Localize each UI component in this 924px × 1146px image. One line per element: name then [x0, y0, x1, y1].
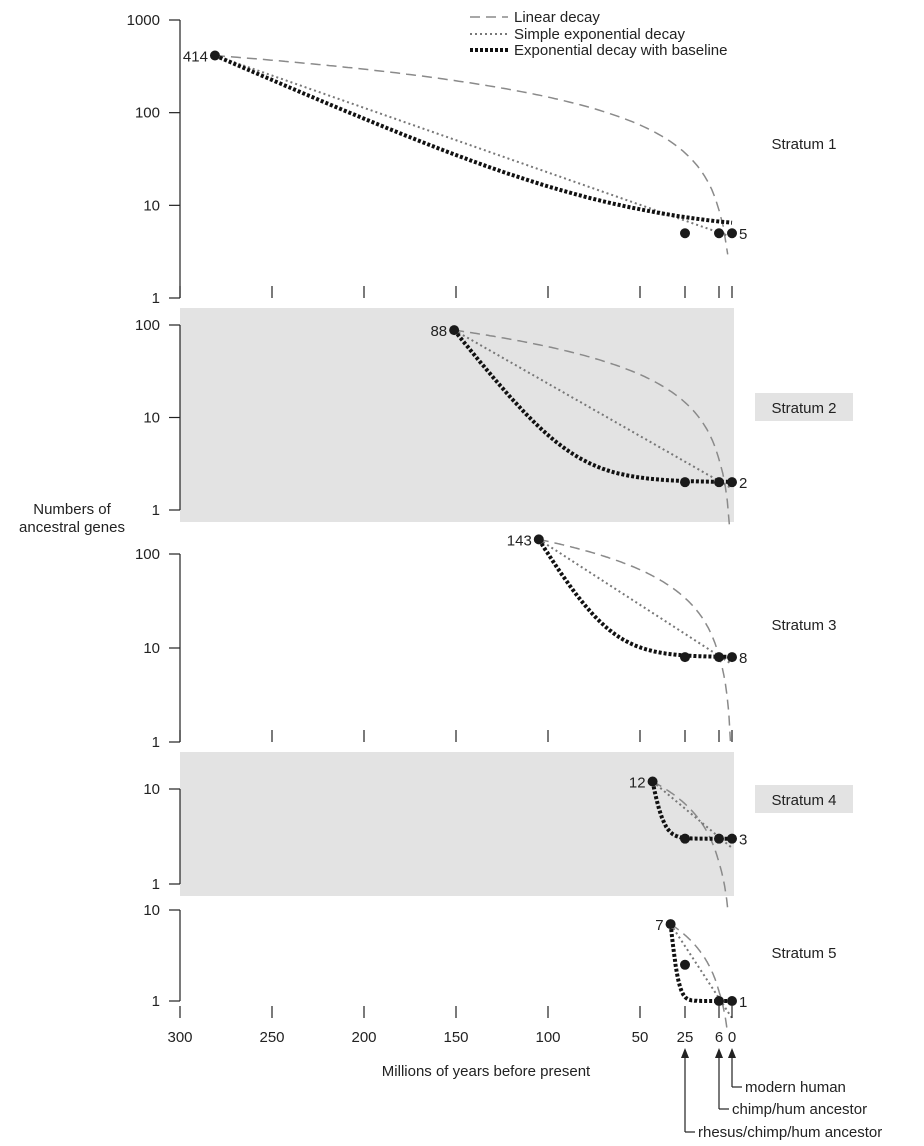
y-axis-title-line2: ancestral genes	[19, 519, 125, 536]
stratum-5-exp-baseline-decay-line	[668, 923, 732, 1003]
stratum-5-end-value-label: 1	[739, 994, 747, 1011]
stratum-4-point-3	[727, 833, 737, 844]
decay-curves-layer	[214, 53, 733, 1029]
y-axes-layer: 1 10 100 1000 1 10 100 1 10 100 1 10 1 10	[127, 12, 733, 1010]
legend: Linear decay Simple exponential decay Ex…	[470, 9, 727, 59]
stratum-5-linear-decay-line	[670, 923, 728, 1029]
stratum-1-point-2	[714, 228, 724, 239]
x-tick-label-6: 6	[715, 1029, 723, 1046]
stratum-3-linear-decay-line	[538, 538, 732, 742]
stratum-2-point-1	[680, 477, 690, 488]
stratum-2-point-3	[727, 477, 737, 488]
stratum-2-label-box	[755, 393, 853, 421]
stratum-1-y-tick-label-1000: 1000	[127, 12, 160, 29]
stratum-1-label: Stratum 1	[771, 136, 836, 153]
stratum-4-label-box	[755, 785, 853, 813]
stratum-2-simple-exp-decay-line	[453, 329, 733, 490]
data-points-layer	[209, 50, 737, 1006]
x-tick-label-100: 100	[535, 1029, 560, 1046]
stratum-4-y-tick-label-10: 10	[143, 781, 160, 798]
stratum-3-y-tick-label-10: 10	[143, 640, 160, 657]
stratum-5-simple-exp-decay-line	[669, 923, 733, 1019]
stratum-3-y-tick-label-1: 1	[152, 734, 160, 751]
annotation-rhesus-chimp-hum-ancestor-arrowhead	[681, 1048, 689, 1058]
stratum-1-y-tick-label-100: 100	[135, 105, 160, 122]
stratum-5-start-value-label: 7	[655, 917, 663, 934]
x-tick-label-300: 300	[167, 1029, 192, 1046]
stratum-2-exp-baseline-decay-line	[452, 328, 732, 484]
stratum-3-exp-baseline-decay-line	[537, 538, 733, 659]
x-tick-label-25: 25	[677, 1029, 694, 1046]
stratum-1-point-3	[727, 228, 737, 239]
stratum-1-point-1	[680, 228, 690, 239]
stratum-1-point-0	[209, 50, 220, 61]
stratum-2-point-2	[714, 477, 724, 488]
x-tick-label-200: 200	[351, 1029, 376, 1046]
stratum-5-y-tick-label-10: 10	[143, 902, 160, 919]
stratum-4-start-value-label: 12	[629, 774, 646, 791]
stratum-4-end-value-label: 3	[739, 832, 747, 849]
stratum-2-y-tick-label-100: 100	[135, 317, 160, 334]
stratum-5-label: Stratum 5	[771, 945, 836, 962]
stratum-5-point-2	[714, 996, 724, 1006]
annotation-rhesus-chimp-hum-ancestor-label: rhesus/chimp/hum ancestor	[698, 1124, 882, 1141]
stratum-5-y-tick-label-1: 1	[152, 993, 160, 1010]
stratum-3-point-1	[680, 652, 690, 663]
stratum-1-simple-exp-decay-line	[214, 54, 733, 239]
x-axis-title: Millions of years before present	[382, 1063, 591, 1080]
x-tick-label-150: 150	[443, 1029, 468, 1046]
stratum-2-start-value-label: 88	[430, 323, 447, 340]
stratum-4-shaded-background	[180, 752, 734, 896]
stratum-2-y-tick-label-10: 10	[143, 410, 160, 427]
stratum-1-y-tick-label-10: 10	[143, 197, 160, 214]
stratum-3-start-value-label: 143	[507, 532, 532, 549]
stratum-5-point-3	[727, 996, 737, 1006]
stratum-3-point-3	[727, 652, 737, 663]
stratum-3-point-0	[533, 534, 544, 545]
stratum-1-y-tick-label-1: 1	[152, 290, 160, 307]
stratum-4-point-2	[714, 833, 724, 844]
stratum-2-shaded-background	[180, 308, 734, 522]
legend-baseline-label: Exponential decay with baseline	[514, 42, 727, 59]
stratum-4-y-tick-label-1: 1	[152, 876, 160, 893]
x-tick-label-50: 50	[632, 1029, 649, 1046]
x-tick-label-0: 0	[728, 1029, 736, 1046]
stratum-2-end-value-label: 2	[739, 475, 747, 492]
stratum-1-exp-baseline-decay-line	[214, 53, 733, 225]
labels-layer: 414 5 Stratum 1 88 2 Stratum 2 143 8 Stratum 3 12…	[183, 48, 853, 1011]
legend-linear-label: Linear decay	[514, 9, 600, 26]
stratum-2-point-0	[449, 325, 460, 336]
stratum-1-linear-decay-line	[214, 54, 729, 255]
stratum-3-end-value-label: 8	[739, 650, 747, 667]
annotation-modern-human-label: modern human	[745, 1079, 846, 1096]
stratum-4-point-1	[680, 833, 690, 844]
annotation-modern-human-arrowhead	[728, 1048, 736, 1058]
stratum-3-y-tick-label-100: 100	[135, 546, 160, 563]
stratum-1-end-value-label: 5	[739, 226, 747, 243]
stratum-2-linear-decay-line	[454, 329, 731, 529]
stratum-5-point-1	[680, 959, 690, 970]
x-axis-layer: 300 250 200 150 100 50 25 6 0 modern human chimp/h…	[167, 1006, 882, 1141]
stratum-5-point-0	[665, 919, 676, 930]
stratum-3-label: Stratum 3	[771, 617, 836, 634]
x-tick-label-250: 250	[259, 1029, 284, 1046]
stratum-2-y-tick-label-1: 1	[152, 502, 160, 519]
stratum-4-point-0	[647, 776, 658, 787]
y-axis-title-line1: Numbers of	[33, 501, 111, 518]
annotation-chimp-hum-ancestor-label: chimp/hum ancestor	[732, 1101, 867, 1118]
legend-simple-label: Simple exponential decay	[514, 26, 685, 43]
panel-shading-layer	[180, 308, 734, 896]
stratum-3-simple-exp-decay-line	[538, 538, 733, 666]
stratum-2-label: Stratum 2	[771, 400, 836, 417]
stratum-4-label: Stratum 4	[771, 792, 836, 809]
stratum-1-start-value-label: 414	[183, 48, 208, 65]
annotation-chimp-hum-ancestor-arrowhead	[715, 1048, 723, 1058]
stratum-3-point-2	[714, 652, 724, 663]
